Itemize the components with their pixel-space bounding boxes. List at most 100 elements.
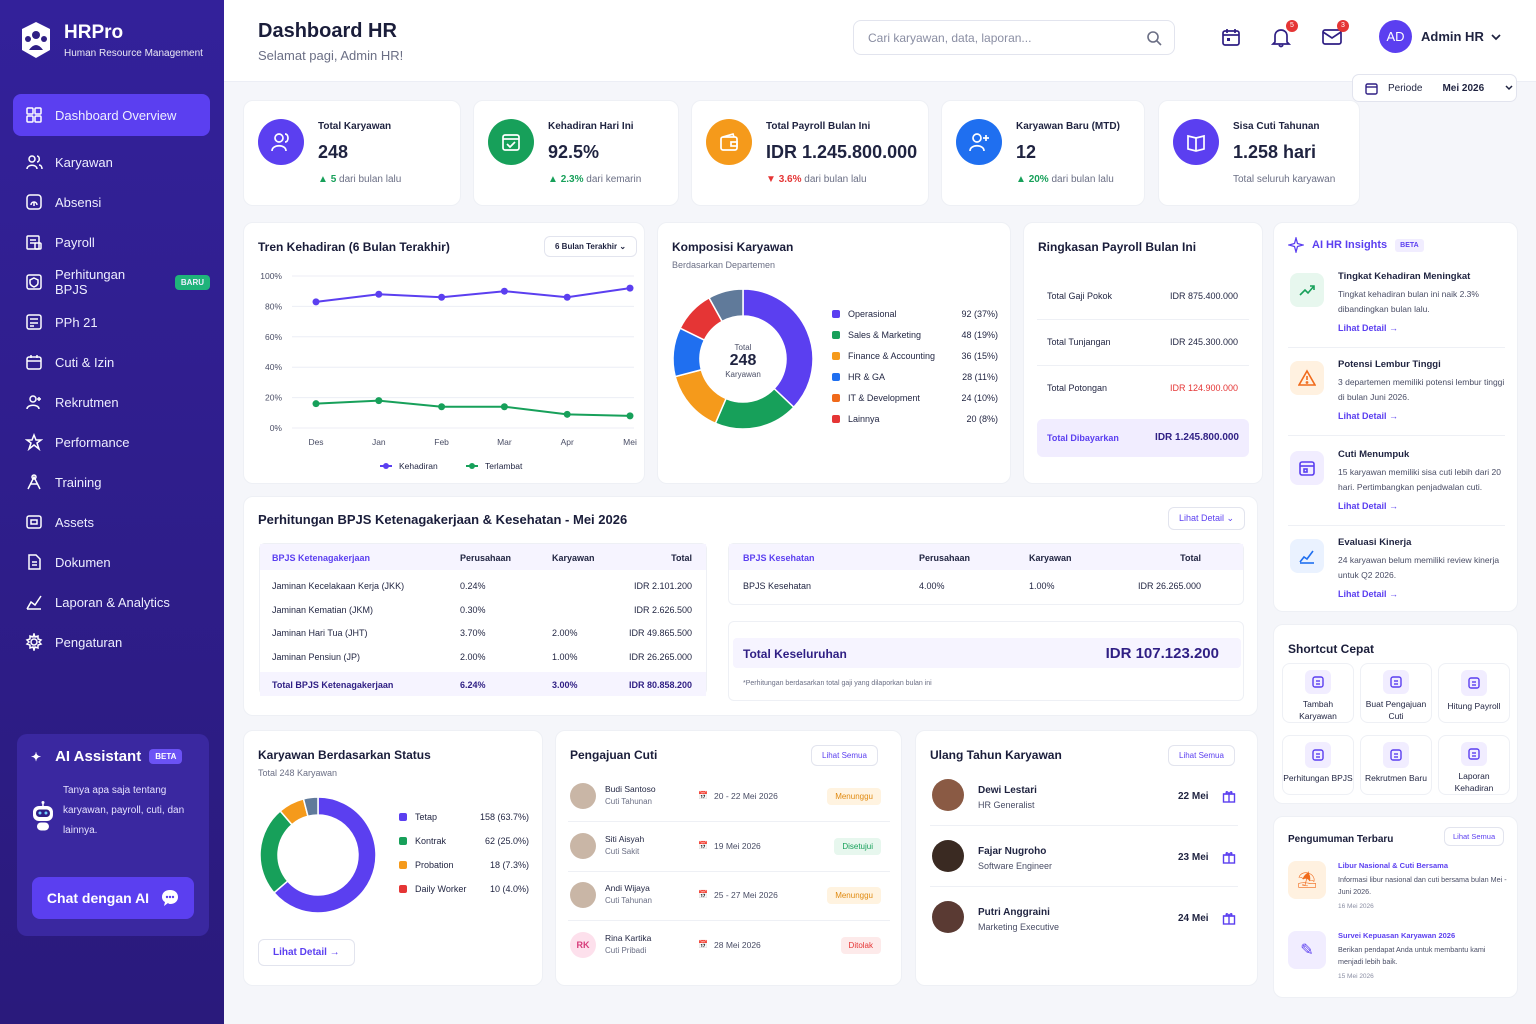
sidebar-item-label: Dashboard Overview bbox=[55, 107, 177, 123]
legend-swatch bbox=[399, 861, 407, 869]
shortcut-buat-pengajuan-cuti[interactable]: Buat Pengajuan Cuti bbox=[1360, 663, 1432, 723]
sidebar-nav: Dashboard Overview Karyawan Absensi Payroll… bbox=[13, 94, 210, 662]
stat-value: 248 bbox=[318, 142, 349, 162]
insight-detail-link[interactable]: Lihat Detail → bbox=[1338, 411, 1398, 421]
leave-date: 28 Mei 2026 bbox=[714, 939, 761, 950]
leave-date: 19 Mei 2026 bbox=[714, 840, 761, 851]
arrow-up-icon: ▲ bbox=[548, 174, 561, 185]
table-cell: IDR 49.865.500 bbox=[628, 628, 692, 638]
search-icon bbox=[1147, 31, 1162, 46]
stat-change: ▲ 20% dari bulan lalu bbox=[1016, 174, 1114, 185]
data-point bbox=[626, 284, 634, 292]
attendance-filter[interactable]: 6 Bulan Terakhir ⌄ bbox=[544, 236, 638, 257]
sidebar-item-dokumen[interactable]: Dokumen bbox=[13, 542, 210, 582]
birthday-role: Marketing Executive bbox=[978, 922, 1060, 932]
insight-detail-link[interactable]: Lihat Detail → bbox=[1338, 323, 1398, 333]
avatar[interactable]: AD bbox=[1379, 20, 1412, 53]
sidebar-item-karyawan[interactable]: Karyawan bbox=[13, 142, 210, 182]
sidebar-item-training[interactable]: Training bbox=[13, 462, 210, 502]
stat-change-text: dari bulan lalu bbox=[339, 174, 402, 185]
insight-detail-link[interactable]: Lihat Detail → bbox=[1338, 501, 1398, 511]
avatar bbox=[570, 832, 596, 859]
sidebar-item-label: Assets bbox=[55, 514, 95, 530]
app-logo[interactable]: HRPro Human Resource Management bbox=[18, 20, 203, 60]
sidebar-item-perhitungan-bpjs[interactable]: Perhitungan BPJS BARU bbox=[13, 262, 210, 302]
period-select[interactable]: Periode Mei 2026 bbox=[1352, 74, 1517, 102]
sidebar-item-payroll[interactable]: Payroll bbox=[13, 222, 210, 262]
sidebar-item-absensi[interactable]: Absensi bbox=[13, 182, 210, 222]
bpjs-detail-button[interactable]: Lihat Detail ⌄ bbox=[1168, 507, 1246, 530]
leave-see-all-button[interactable]: Lihat Semua bbox=[811, 745, 878, 766]
payroll-row-label: Total Tunjangan bbox=[1047, 337, 1111, 347]
gift-icon[interactable] bbox=[1222, 911, 1236, 925]
legend-value: 24 (10%) bbox=[961, 393, 998, 403]
gift-icon[interactable] bbox=[1222, 850, 1236, 864]
stat-card: Total Karyawan 248 ▲ 5 dari bulan lalu bbox=[243, 100, 461, 206]
announcement-item-title[interactable]: Survei Kepuasan Karyawan 2026 bbox=[1338, 931, 1456, 940]
payroll-total-value: IDR 1.245.800.000 bbox=[1155, 432, 1239, 443]
sidebar-item-dashboard-overview[interactable]: Dashboard Overview bbox=[13, 94, 210, 136]
sidebar-item-performance[interactable]: Performance bbox=[13, 422, 210, 462]
birthday-see-all-button[interactable]: Lihat Semua bbox=[1168, 745, 1235, 766]
insight-title: Evaluasi Kinerja bbox=[1338, 537, 1412, 548]
user-name[interactable]: Admin HR bbox=[1421, 29, 1484, 44]
data-point bbox=[375, 397, 383, 405]
table-cell: Jaminan Pensiun (JP) bbox=[272, 651, 361, 662]
notification-button[interactable]: 5 bbox=[1270, 20, 1298, 48]
table-header: Karyawan bbox=[552, 553, 595, 563]
stat-label: Karyawan Baru (MTD) bbox=[1016, 121, 1120, 132]
search-input[interactable]: Cari karyawan, data, laporan... bbox=[853, 20, 1175, 55]
announcement-item-title[interactable]: Libur Nasional & Cuti Bersama bbox=[1338, 861, 1449, 870]
stat-change: ▲ 2.3% dari kemarin bbox=[548, 174, 641, 185]
message-button[interactable]: 3 bbox=[1321, 20, 1349, 48]
chevron-down-icon[interactable] bbox=[1490, 32, 1502, 42]
search-placeholder: Cari karyawan, data, laporan... bbox=[868, 31, 1032, 45]
legend-value: 10 (4.0%) bbox=[489, 884, 529, 894]
birthday-role: Software Engineer bbox=[978, 861, 1053, 871]
table-cell: Jaminan Kematian (JKM) bbox=[272, 604, 374, 615]
shortcut-tambah-karyawan[interactable]: Tambah Karyawan bbox=[1282, 663, 1354, 723]
announcement-see-all-button[interactable]: Lihat Semua bbox=[1444, 827, 1505, 846]
shortcut-title: Shortcut Cepat bbox=[1288, 642, 1375, 656]
legend-name: Probation bbox=[415, 860, 454, 870]
sidebar-item-cuti-izin[interactable]: Cuti & Izin bbox=[13, 342, 210, 382]
sidebar-item-pengaturan[interactable]: Pengaturan bbox=[13, 622, 210, 662]
tax-icon bbox=[26, 314, 42, 330]
sidebar-item-rekrutmen[interactable]: Rekrutmen bbox=[13, 382, 210, 422]
table-header: Perusahaan bbox=[460, 553, 512, 563]
bpjs-ks-table: BPJS Kesehatan Perusahaan Karyawan Total BPJ… bbox=[728, 543, 1244, 605]
legend-name: Operasional bbox=[848, 309, 897, 319]
payroll-row-value: IDR 875.400.000 bbox=[1169, 291, 1238, 301]
table-cell: 0.24% bbox=[460, 581, 486, 591]
bpjs-note: *Perhitungan berdasarkan total gaji yang… bbox=[743, 680, 932, 687]
chat-ai-button[interactable]: Chat dengan AI bbox=[32, 877, 194, 919]
divider bbox=[1037, 319, 1249, 320]
table-cell: 1.00% bbox=[1029, 581, 1055, 591]
legend-value: 48 (19%) bbox=[961, 330, 998, 340]
donut-slice-tetap bbox=[272, 796, 377, 914]
shortcut-laporan-kehadiran[interactable]: Laporan Kehadiran bbox=[1438, 735, 1510, 795]
shortcut-perhitungan-bpjs[interactable]: Perhitungan BPJS bbox=[1282, 735, 1354, 795]
stat-change-text: Total seluruh karyawan bbox=[1233, 174, 1336, 185]
donut-slice-lainnya bbox=[708, 289, 744, 323]
shortcut-hitung-payroll[interactable]: Hitung Payroll bbox=[1438, 663, 1510, 723]
status-detail-button[interactable]: Lihat Detail → bbox=[258, 939, 355, 966]
composition-subtitle: Berdasarkan Departemen bbox=[672, 260, 776, 270]
sparkle-icon: ✦ bbox=[31, 749, 42, 764]
stat-change-text: dari bulan lalu bbox=[1051, 174, 1114, 185]
sidebar-item-pph-21[interactable]: PPh 21 bbox=[13, 302, 210, 342]
gift-icon[interactable] bbox=[1222, 789, 1236, 803]
sidebar-item-assets[interactable]: Assets bbox=[13, 502, 210, 542]
calendar-icon[interactable] bbox=[1220, 26, 1242, 48]
legend-value: 20 (8%) bbox=[966, 414, 998, 424]
arrow-up-icon: ▲ bbox=[1016, 174, 1029, 185]
shortcut-card: Shortcut Cepat Tambah Karyawan Buat Penga… bbox=[1273, 624, 1518, 804]
insight-detail-link[interactable]: Lihat Detail → bbox=[1338, 589, 1398, 599]
message-count: 3 bbox=[1337, 20, 1349, 32]
leave-employee-name: Rina Kartika bbox=[605, 932, 652, 943]
holiday-icon: ⛱ bbox=[1288, 861, 1326, 899]
sidebar-item-laporan-analytics[interactable]: Laporan & Analytics bbox=[13, 582, 210, 622]
shortcut-rekrutmen-baru[interactable]: Rekrutmen Baru bbox=[1360, 735, 1432, 795]
calendar-icon: 📅 bbox=[698, 791, 708, 800]
trend-up-icon bbox=[1290, 273, 1324, 307]
